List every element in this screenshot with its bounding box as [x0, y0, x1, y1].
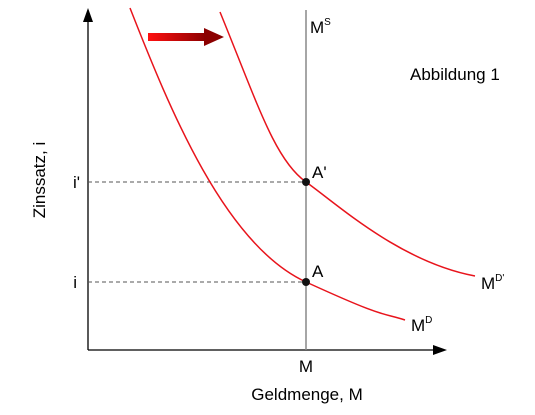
y-axis-label: Zinssatz, i	[30, 142, 49, 219]
point-label: A'	[312, 163, 327, 182]
y-tick-label: i'	[73, 173, 80, 192]
demand-curve	[129, 7, 406, 321]
curve-label-base: M	[310, 18, 324, 37]
shift-arrow-head	[204, 28, 224, 46]
x-axis-label: Geldmenge, M	[251, 385, 363, 404]
demand-curve-shifted	[219, 11, 476, 277]
shift-arrow	[148, 33, 206, 41]
equilibrium-point	[302, 178, 310, 186]
curve-label: MD	[411, 315, 432, 335]
curve-label-sup: D	[425, 315, 432, 326]
y-axis-arrow	[83, 8, 93, 22]
y-tick-label: i	[73, 273, 77, 292]
x-tick-label: M	[299, 357, 313, 376]
curve-label: MD'	[481, 273, 504, 293]
point-label: A	[312, 262, 324, 281]
curve-label: MS	[310, 17, 331, 37]
curve-label-sup: S	[324, 17, 331, 28]
x-axis-arrow	[433, 345, 447, 355]
curve-label-base: M	[411, 316, 425, 335]
curve-label-base: M	[481, 274, 495, 293]
curve-label-sup: D'	[495, 273, 504, 284]
equilibrium-point	[302, 278, 310, 286]
figure-label: Abbildung 1	[410, 65, 500, 84]
